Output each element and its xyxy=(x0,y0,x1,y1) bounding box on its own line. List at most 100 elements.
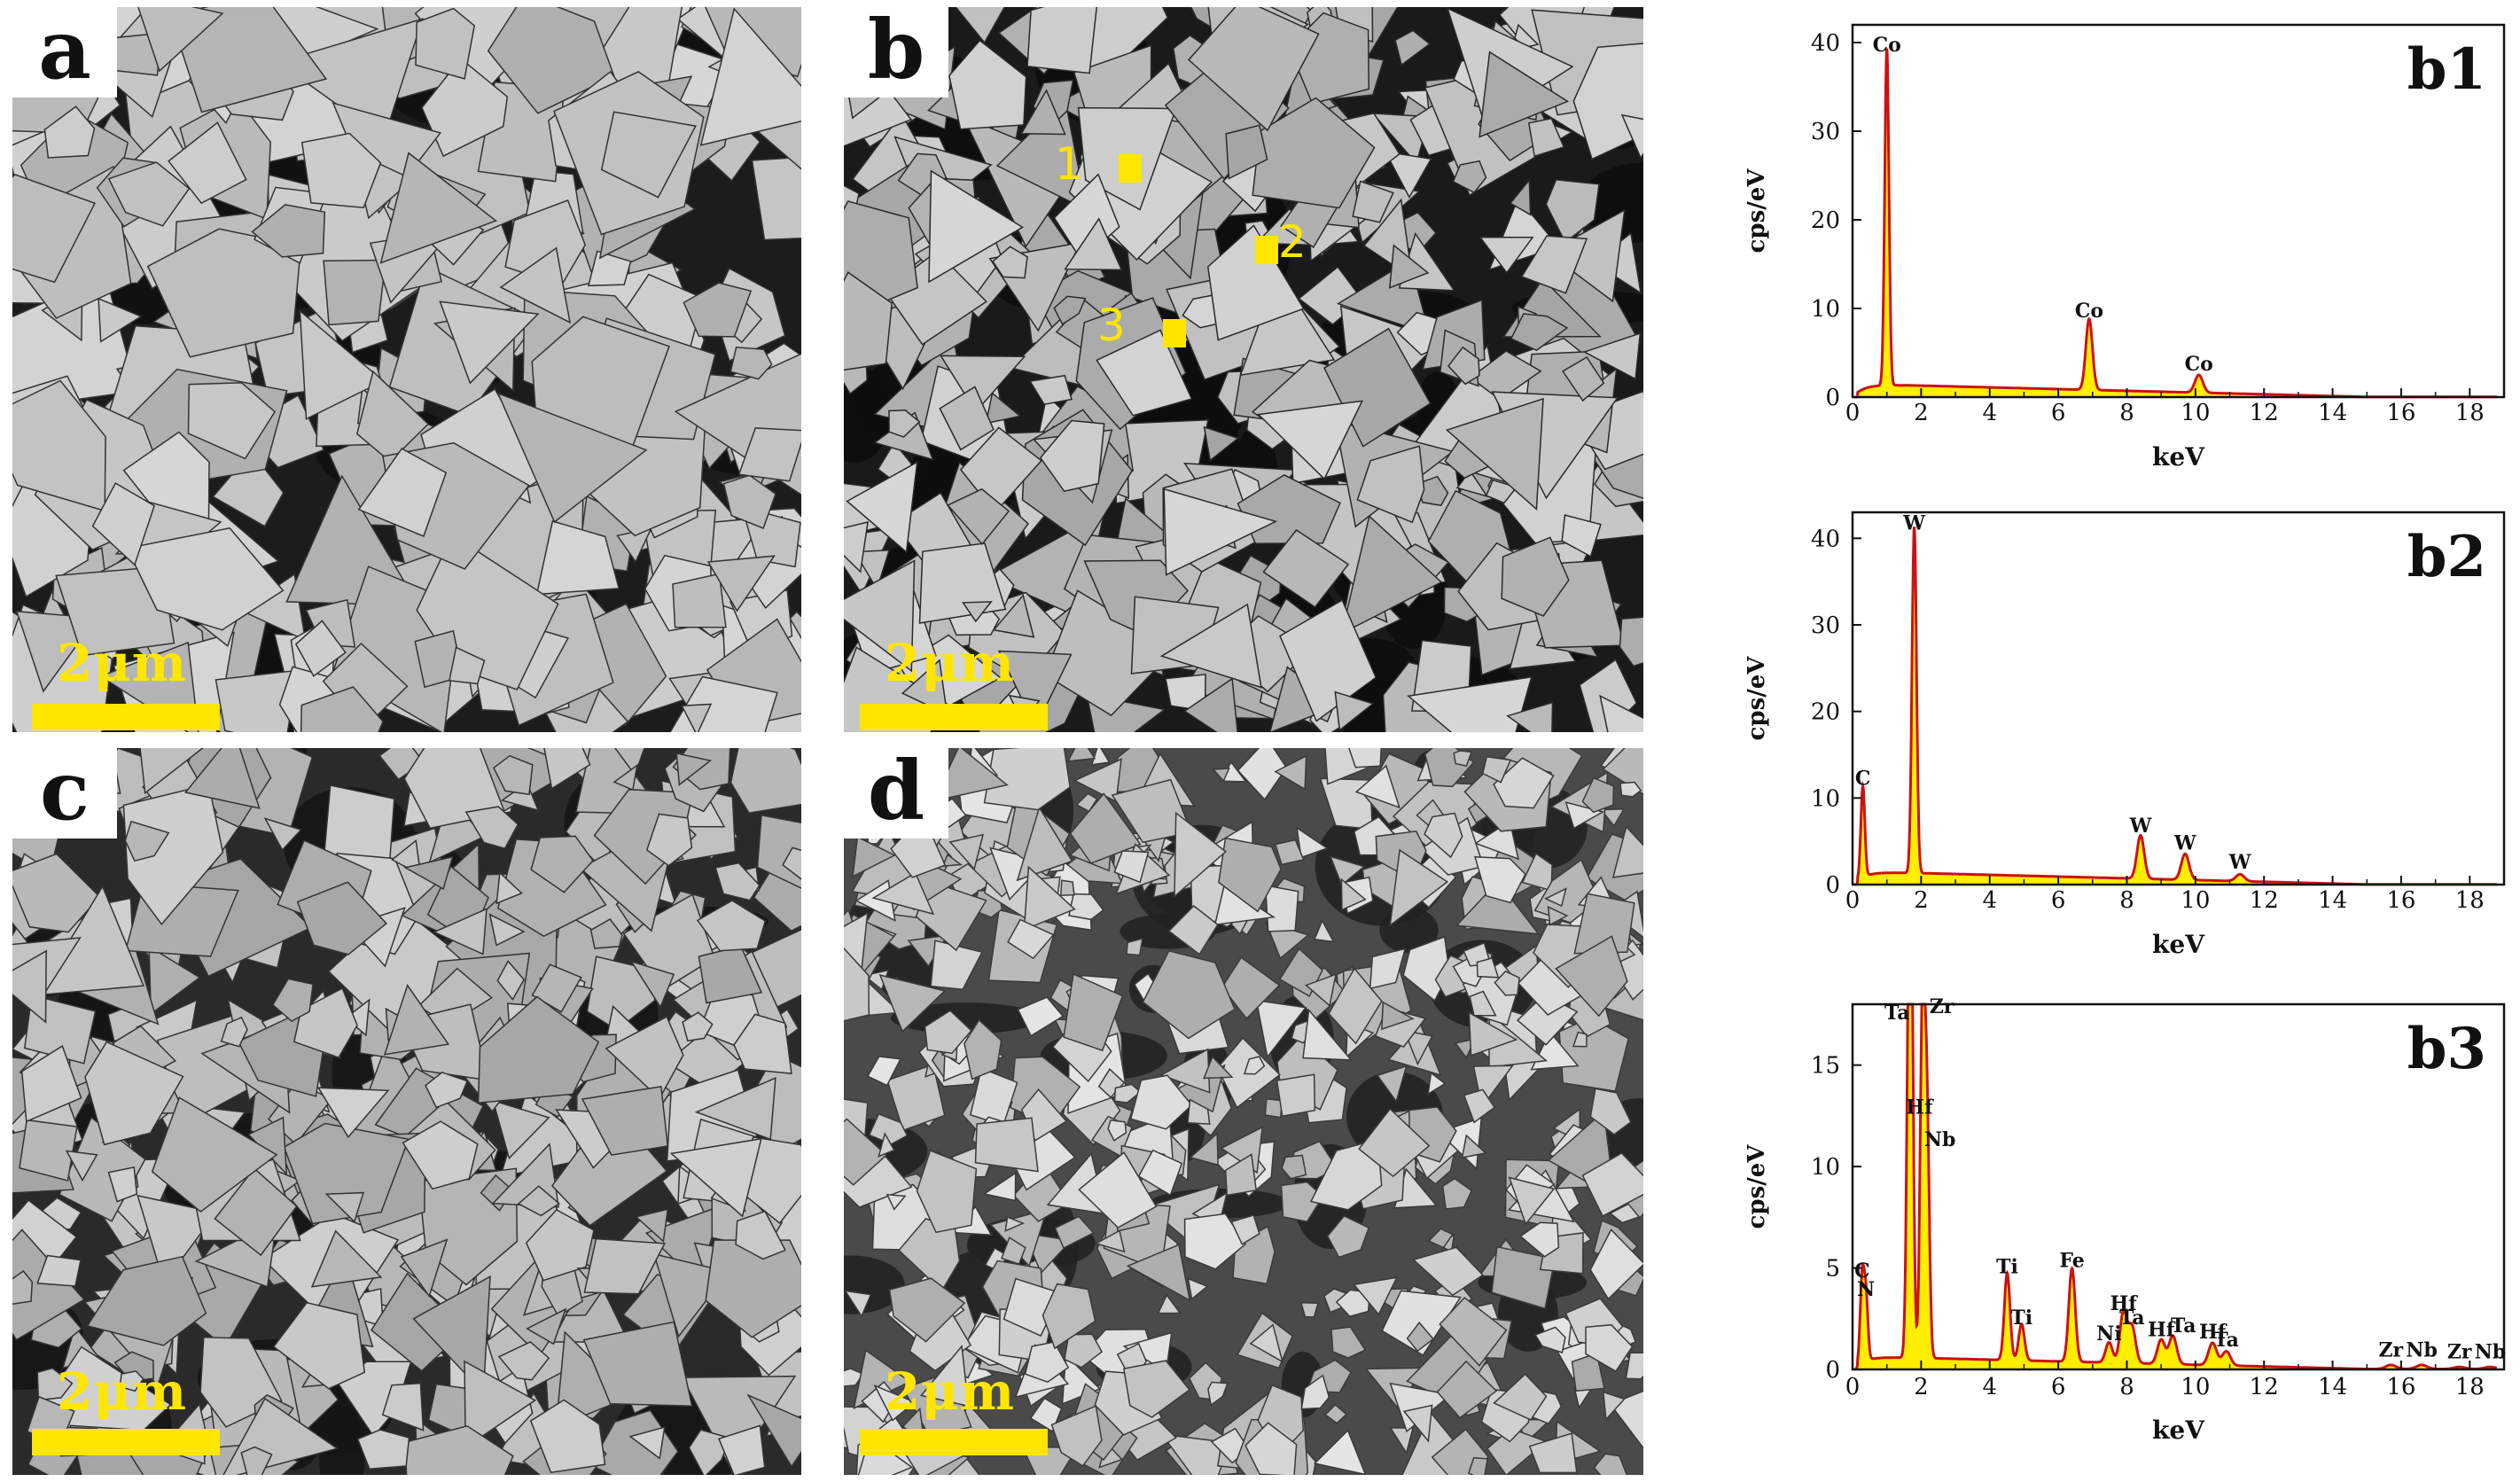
y-tick-label: 5 xyxy=(1825,1256,1840,1283)
x-tick-label: 10 xyxy=(2181,1374,2210,1400)
spectrum-fill xyxy=(1853,1004,2498,1369)
scalebar-c xyxy=(32,1429,220,1455)
plot-frame xyxy=(1851,1002,2506,1371)
x-axis-label: keV xyxy=(2152,930,2205,959)
x-tick-label: 6 xyxy=(2051,1374,2066,1400)
panel-label-d: d xyxy=(844,748,948,838)
x-tick-label: 2 xyxy=(1914,887,1929,914)
peak-label: Hf xyxy=(2110,1292,2138,1315)
peak-label: Co xyxy=(2185,353,2213,376)
peak-label: W xyxy=(1902,511,1925,534)
y-tick-label: 30 xyxy=(1811,612,1840,639)
peak-label: Ni xyxy=(2096,1322,2121,1346)
peak-label: Nb xyxy=(2475,1341,2507,1364)
peak-label: W xyxy=(2129,815,2152,838)
spectrum-panel-label: b3 xyxy=(2407,1016,2486,1082)
scalebar-label-d: 2μm xyxy=(885,1361,1016,1422)
peak-label: C xyxy=(1854,1260,1870,1283)
peak-label: C xyxy=(1855,767,1871,790)
scalebar-a xyxy=(32,704,220,730)
x-tick-label: 14 xyxy=(2318,887,2347,914)
y-tick-label: 0 xyxy=(1825,1357,1840,1384)
y-tick-label: 10 xyxy=(1811,296,1840,323)
panel-label-c: c xyxy=(12,748,117,838)
x-tick-label: 2 xyxy=(1914,400,1929,426)
sem-micrograph-d xyxy=(844,748,1643,1475)
spectrum-panel-label: b2 xyxy=(2407,524,2486,590)
y-axis-label: cps/eV xyxy=(1744,656,1770,741)
x-tick-label: 16 xyxy=(2386,887,2415,914)
peak-label: Zr xyxy=(2447,1341,2472,1364)
eds-chart-b1: 0 2 4 6 8 10 12 14 16 18 0 10 20 30 40 keV cps/eV b1 Co Co C… xyxy=(1744,23,2506,472)
y-tick-label: 10 xyxy=(1811,1154,1840,1181)
x-tick-label: 16 xyxy=(2386,1374,2415,1400)
x-tick-label: 18 xyxy=(2455,887,2485,914)
sem-panel-b: b 1 2 3 2μm xyxy=(844,7,1643,732)
peak-label: Nb xyxy=(2406,1338,2438,1361)
marker-number-2: 2 xyxy=(1278,216,1307,268)
sem-micrograph-b xyxy=(844,7,1643,732)
y-axis-label: cps/eV xyxy=(1744,1144,1770,1229)
scalebar-label-a: 2μm xyxy=(57,633,188,693)
peak-label: Hf xyxy=(1906,1096,1934,1119)
eds-spectrum-b3: 0 2 4 6 8 10 12 14 16 18 0 5 10 15 keV cps/eV b3 C N Ti Ti Ta… xyxy=(1711,979,2520,1482)
x-tick-label: 6 xyxy=(2051,887,2066,914)
x-tick-label: 18 xyxy=(2455,1374,2485,1400)
x-tick-label: 6 xyxy=(2051,400,2066,426)
x-tick-label: 10 xyxy=(2181,887,2210,914)
x-tick-label: 8 xyxy=(2119,1374,2134,1400)
x-tick-label: 0 xyxy=(1845,400,1861,426)
marker-point-2 xyxy=(1255,236,1278,264)
y-tick-label: 30 xyxy=(1811,119,1840,145)
peak-label: Hf xyxy=(2148,1319,2176,1342)
peak-label: W xyxy=(2228,851,2251,874)
plot-frame xyxy=(1851,511,2506,886)
x-tick-label: 12 xyxy=(2250,887,2279,914)
marker-number-3: 3 xyxy=(1097,300,1126,351)
peak-label: Ta xyxy=(2213,1329,2239,1352)
peak-label: N xyxy=(1857,1278,1875,1301)
y-tick-label: 15 xyxy=(1811,1053,1840,1080)
x-tick-label: 14 xyxy=(2318,1374,2347,1400)
scalebar-label-b: 2μm xyxy=(885,633,1016,693)
x-tick-label: 2 xyxy=(1914,1374,1929,1400)
y-tick-label: 40 xyxy=(1811,526,1840,552)
x-tick-label: 4 xyxy=(1982,887,1997,914)
peak-label: W xyxy=(2173,832,2196,855)
scalebar-label-c: 2μm xyxy=(57,1361,188,1422)
spectrum-line xyxy=(1853,526,2497,886)
x-tick-label: 12 xyxy=(2250,1374,2279,1400)
x-tick-label: 12 xyxy=(2250,400,2279,426)
y-tick-label: 20 xyxy=(1811,699,1840,726)
eds-spectrum-b1: 0 2 4 6 8 10 12 14 16 18 0 10 20 30 40 keV cps/eV b1 Co Co C… xyxy=(1711,0,2520,488)
peak-label: Hf xyxy=(2199,1321,2227,1344)
x-tick-label: 0 xyxy=(1845,1374,1861,1400)
peak-label: Co xyxy=(1873,34,1901,57)
peak-label: Zr xyxy=(2379,1338,2404,1361)
sem-panel-d: d 2μm xyxy=(844,748,1643,1475)
x-axis-label: keV xyxy=(2152,442,2205,472)
x-tick-label: 16 xyxy=(2386,400,2415,426)
peak-label: Zr xyxy=(1930,995,1954,1018)
sem-panel-c: c 2μm xyxy=(12,748,801,1475)
peak-label: Ti xyxy=(1996,1256,2018,1279)
x-tick-label: 4 xyxy=(1982,1374,1997,1400)
y-tick-label: 10 xyxy=(1811,785,1840,812)
peak-label: Fe xyxy=(2059,1250,2084,1273)
spectrum-line xyxy=(1853,48,2497,399)
y-tick-label: 0 xyxy=(1825,385,1840,411)
peak-label: Ta xyxy=(1884,1002,1910,1025)
x-tick-label: 4 xyxy=(1982,400,1997,426)
spectrum-panel-label: b1 xyxy=(2407,36,2486,103)
marker-point-1 xyxy=(1119,154,1142,183)
x-tick-label: 8 xyxy=(2119,400,2134,426)
spectrum-fill xyxy=(1853,48,2498,398)
sem-micrograph-c xyxy=(12,748,801,1475)
x-tick-label: 8 xyxy=(2119,887,2134,914)
panel-label-b: b xyxy=(844,7,948,98)
x-axis-label: keV xyxy=(2152,1416,2205,1445)
peak-label: Ti xyxy=(2010,1306,2032,1330)
peak-label: Ta xyxy=(2171,1314,2196,1338)
spectrum-fill xyxy=(1853,526,2498,885)
